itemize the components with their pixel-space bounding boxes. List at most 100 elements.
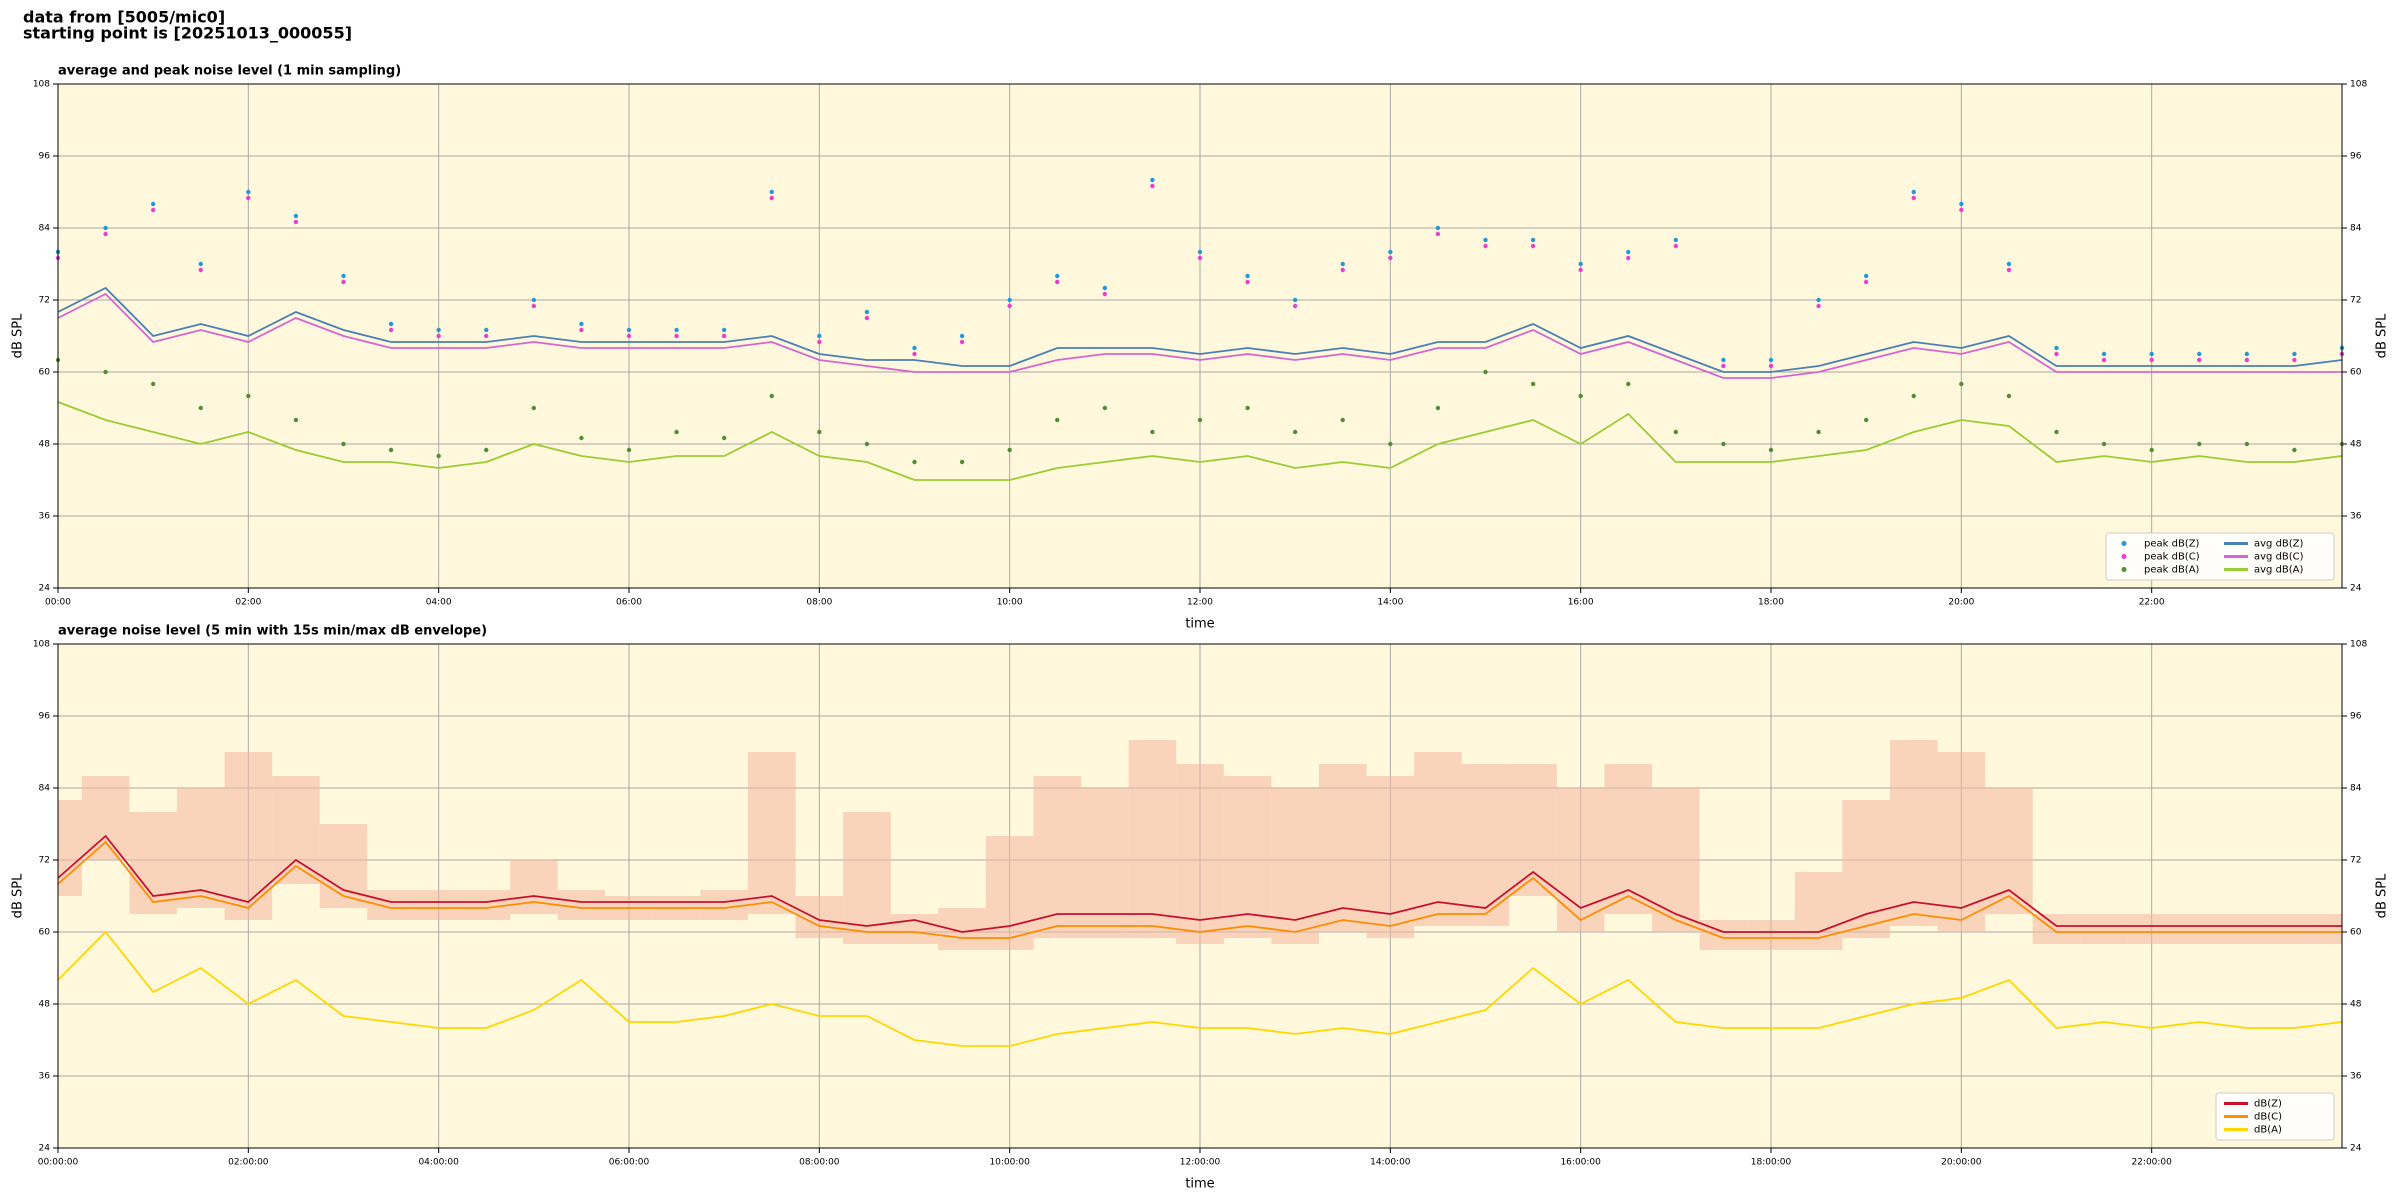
envelope-band [747, 752, 796, 914]
peak-point [293, 219, 299, 225]
y-tick-label: 24 [39, 584, 51, 594]
peak-point [1150, 183, 1155, 189]
x-tick-label: 00:00 [45, 598, 71, 608]
x-tick-label: 22:00:00 [2131, 1158, 2172, 1168]
peak-point [721, 435, 727, 441]
peak-point [674, 429, 679, 435]
peak-point [341, 279, 346, 285]
y-tick-label: 36 [2350, 1072, 2362, 1082]
legend-label: avg dB(Z) [2254, 539, 2304, 550]
legend [2105, 532, 2335, 581]
peak-point [1102, 405, 1108, 411]
peak-point [103, 231, 108, 237]
legend-marker [2121, 567, 2127, 572]
y-tick-label: 60 [39, 928, 51, 938]
panel-title: average noise level (5 min with 15s min/… [58, 624, 487, 639]
envelope-band [510, 860, 558, 914]
peak-point [1673, 429, 1679, 435]
y-tick-label: 84 [39, 784, 51, 794]
peak-point [1483, 369, 1488, 375]
peak-point [1911, 195, 1916, 201]
peak-point [1530, 243, 1536, 249]
peak-point [2006, 261, 2012, 267]
peak-point [1816, 297, 1821, 303]
peak-point [1007, 297, 1012, 303]
peak-point [388, 321, 394, 327]
envelope-band [1033, 776, 1082, 938]
peak-point [2197, 357, 2202, 363]
peak-point [531, 405, 537, 411]
envelope-band [1318, 764, 1367, 932]
x-tick-label: 10:00:00 [989, 1158, 1030, 1168]
peak-point [484, 327, 489, 333]
peak-point [2292, 351, 2297, 357]
y-tick-label: 84 [2350, 784, 2362, 794]
x-axis-label: time [1185, 1177, 1214, 1192]
peak-point [1721, 357, 1726, 363]
x-tick-label: 00:00:00 [38, 1158, 79, 1168]
peak-point [1816, 303, 1821, 309]
legend-label: avg dB(C) [2254, 552, 2304, 563]
x-tick-label: 02:00 [235, 598, 261, 608]
peak-point [2054, 429, 2059, 435]
peak-point [1340, 267, 1345, 273]
peak-point [769, 393, 774, 399]
peak-point [246, 195, 251, 201]
peak-point [246, 393, 251, 399]
peak-point [912, 345, 917, 351]
peak-point [2006, 267, 2012, 273]
peak-point [1911, 393, 1916, 399]
peak-point [864, 441, 870, 447]
y-axis-label: dB SPL [11, 313, 26, 358]
peak-point [1292, 297, 1298, 303]
x-tick-label: 08:00 [806, 598, 832, 608]
x-tick-label: 20:00:00 [1941, 1158, 1982, 1168]
peak-point [864, 309, 870, 315]
legend-label: dB(A) [2254, 1125, 2282, 1136]
peak-point [817, 429, 822, 435]
peak-point [1626, 249, 1631, 255]
peak-point [1292, 303, 1298, 309]
peak-point [1435, 225, 1441, 231]
peak-point [579, 321, 584, 327]
envelope-band [1414, 752, 1462, 926]
peak-point [1530, 237, 1536, 243]
envelope-band [367, 890, 415, 920]
x-tick-label: 12:00 [1187, 598, 1213, 608]
y-axis-label: dB SPL [11, 873, 26, 918]
peak-point [1150, 177, 1155, 183]
legend-marker [2121, 554, 2127, 559]
peak-point [2244, 351, 2250, 357]
envelope-band [1461, 764, 1510, 926]
legend-label: peak dB(A) [2144, 565, 2200, 576]
axes-frame [57, 83, 2343, 589]
y-tick-label: 48 [39, 440, 51, 450]
peak-point [1959, 201, 1964, 207]
peak-point [1102, 291, 1108, 297]
envelope-band [1842, 800, 1890, 938]
peak-point [1768, 363, 1774, 369]
peak-point [198, 267, 203, 273]
peak-point [1626, 381, 1631, 387]
x-tick-label: 06:00:00 [609, 1158, 650, 1168]
envelope-band [1223, 776, 1272, 938]
peak-point [817, 333, 822, 339]
y-tick-label: 60 [39, 368, 51, 378]
envelope-band [1652, 788, 1700, 932]
envelope-band [2080, 914, 2128, 944]
peak-point [959, 333, 965, 339]
y-tick-label: 36 [39, 1072, 51, 1082]
peak-point [1863, 279, 1869, 285]
peak-point [2006, 393, 2012, 399]
peak-point [1483, 243, 1488, 249]
legend-label: dB(Z) [2254, 1099, 2282, 1110]
peak-point [1530, 381, 1536, 387]
header-line: starting point is [20251013_000055] [23, 24, 352, 43]
envelope-band [1509, 764, 1557, 896]
peak-point [2149, 447, 2154, 453]
y-tick-label: 72 [39, 856, 50, 866]
peak-point [198, 405, 203, 411]
x-tick-label: 10:00 [997, 598, 1023, 608]
peak-point [721, 327, 727, 333]
y-tick-label: 96 [39, 712, 51, 722]
